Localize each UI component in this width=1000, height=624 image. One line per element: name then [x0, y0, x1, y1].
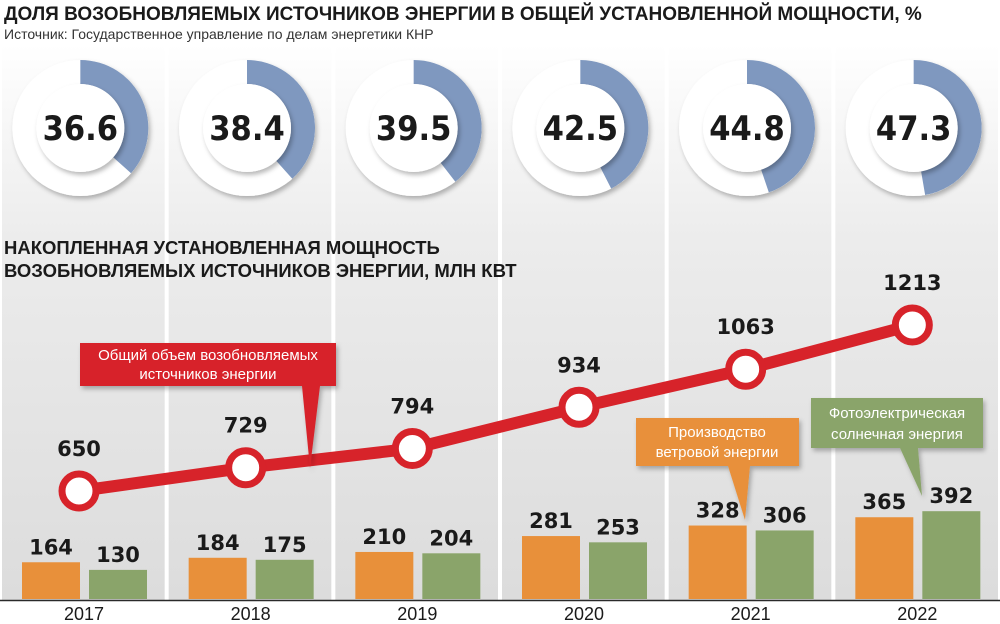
solar-callout-line2: солнечная энергия [831, 426, 963, 443]
donut-slice [747, 60, 815, 193]
wind-callout-line1: Производство [668, 424, 766, 441]
x-axis-labels: 2017 2018 2019 2020 2021 2022 [64, 604, 937, 624]
total-callout-line2: источников энергии [139, 366, 276, 383]
donut-hole [36, 84, 125, 172]
donut-hole [536, 84, 625, 172]
solar-callout-line1: Фотоэлектрическая [829, 405, 965, 422]
total-point-2021 [725, 348, 767, 390]
chart-source: Источник: Государственное управление по … [4, 26, 434, 42]
donut-slice [413, 60, 482, 182]
donut-value-label: 44.8 [709, 109, 784, 149]
bar-wind-2019 [355, 551, 414, 599]
bar-solar-2017 [89, 569, 147, 599]
donut-value-label: 38.4 [209, 109, 284, 149]
total-point-label: 1063 [716, 315, 774, 339]
donut-slice [80, 60, 149, 174]
donut-value-label: 39.5 [376, 109, 451, 149]
bar-wind-2018 [188, 557, 247, 599]
bar-solar-label: 175 [263, 533, 307, 557]
total-point-2020 [558, 386, 600, 428]
total-point-2019 [391, 428, 433, 470]
total-point-2017 [58, 470, 100, 512]
bar-wind-2017 [22, 562, 80, 599]
bar-solar-label: 306 [763, 503, 807, 527]
bar-wind-label: 184 [196, 531, 240, 555]
total-point-2018 [225, 447, 267, 489]
donut-value-label: 47.3 [876, 109, 951, 149]
total-line [73, 319, 919, 497]
bar-series: 164 184 210 281 328 365 130 175 204 253 306 392 [22, 484, 981, 599]
donut-row: 36.6 38.4 39.5 42.5 44.8 47.3 [12, 60, 982, 196]
bar-wind-label: 210 [362, 525, 406, 549]
bar-solar-2020 [589, 542, 647, 599]
total-line-series: 650 729 794 934 1063 1213 [57, 271, 942, 512]
donut-hole [203, 84, 291, 172]
bar-wind-label: 164 [29, 535, 73, 559]
chart-title: ДОЛЯ ВОЗОБНОВЛЯЕМЫХ ИСТОЧНИКОВ ЭНЕРГИИ В… [4, 3, 922, 25]
solar-callout: Фотоэлектрическая солнечная энергия [811, 398, 983, 496]
donut-slice [913, 60, 982, 196]
bar-solar-2021 [755, 530, 814, 599]
line-chart-title-line2: ВОЗОБНОВЛЯЕМЫХ ИСТОЧНИКОВ ЭНЕРГИИ, МЛН К… [4, 260, 517, 281]
donut-2020: 42.5 [512, 60, 649, 196]
donut-2018: 38.4 [179, 60, 315, 196]
x-tick-label: 2018 [231, 604, 271, 624]
total-point-label: 650 [57, 437, 101, 461]
x-tick-label: 2019 [397, 604, 437, 624]
bar-solar-label: 204 [429, 526, 473, 550]
bar-wind-label: 328 [696, 499, 740, 523]
donut-value-label: 36.6 [43, 109, 118, 149]
wind-callout: Производство ветровой энергии [636, 418, 799, 520]
bar-solar-2019 [422, 553, 481, 599]
total-point-2022 [891, 304, 933, 346]
donut-value-label: 42.5 [543, 109, 618, 149]
bar-wind-2020 [522, 536, 580, 599]
bar-solar-label: 392 [929, 484, 973, 508]
donut-slice [580, 60, 649, 189]
donut-2022: 47.3 [845, 60, 982, 196]
wind-callout-line2: ветровой энергии [656, 444, 779, 461]
total-callout-line1: Общий объем возобновляемых [98, 347, 318, 364]
donut-hole [369, 84, 458, 172]
donut-2019: 39.5 [345, 60, 482, 196]
total-point-label: 729 [224, 414, 268, 438]
bar-solar-2018 [255, 559, 314, 599]
line-chart-title-line1: НАКОПЛЕННАЯ УСТАНОВЛЕННАЯ МОЩНОСТЬ [4, 237, 440, 258]
bar-wind-2022 [855, 517, 914, 599]
donut-hole [703, 84, 791, 172]
donut-slice [247, 60, 315, 179]
bar-wind-label: 365 [862, 490, 906, 514]
bar-wind-2021 [688, 525, 747, 599]
bar-solar-label: 253 [596, 515, 640, 539]
total-point-label: 1213 [883, 271, 941, 295]
donut-hole [869, 84, 958, 172]
total-callout: Общий объем возобновляемых источников эн… [80, 343, 336, 468]
x-tick-label: 2017 [64, 604, 104, 624]
total-point-label: 794 [390, 395, 434, 419]
total-point-label: 934 [557, 353, 601, 377]
x-tick-label: 2020 [564, 604, 604, 624]
bar-wind-label: 281 [529, 509, 573, 533]
bar-solar-label: 130 [96, 543, 140, 567]
x-tick-label: 2021 [731, 604, 771, 624]
donut-2021: 44.8 [679, 60, 815, 196]
donut-2017: 36.6 [12, 60, 149, 196]
x-tick-label: 2022 [897, 604, 937, 624]
bar-solar-2022 [922, 511, 981, 599]
